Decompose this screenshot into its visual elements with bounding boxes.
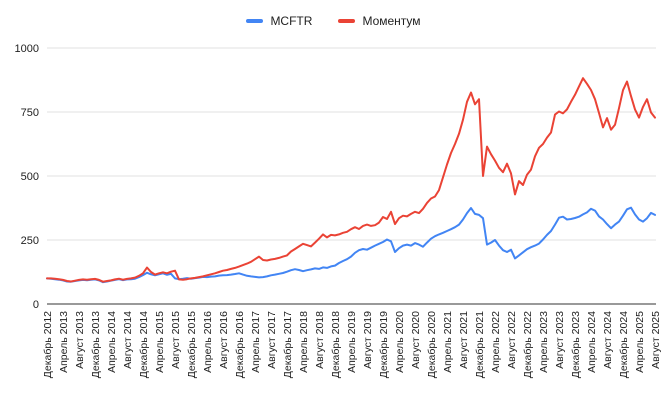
x-tick-label: Август 2024 xyxy=(602,311,614,369)
x-tick-label: Август 2023 xyxy=(554,311,566,369)
x-tick-label: Август 2018 xyxy=(314,311,326,369)
x-tick-label: Апрель 2017 xyxy=(250,311,262,373)
x-tick-label: Декабрь 2018 xyxy=(330,311,342,378)
x-tick-label: Август 2025 xyxy=(650,311,662,369)
x-tick-label: Декабрь 2013 xyxy=(90,311,102,378)
x-tick-label: Апрель 2021 xyxy=(442,311,454,373)
y-tick-label: 250 xyxy=(21,235,39,247)
x-tick-label: Апрель 2024 xyxy=(586,311,598,373)
x-tick-label: Декабрь 2021 xyxy=(474,311,486,378)
x-tick-label: Декабрь 2015 xyxy=(186,311,198,378)
x-tick-label: Август 2016 xyxy=(218,311,230,369)
x-tick-label: Апрель 2022 xyxy=(490,311,502,373)
x-tick-label: Апрель 2025 xyxy=(634,311,646,373)
y-tick-label: 1000 xyxy=(15,43,39,55)
series-line-mcftr xyxy=(46,206,656,284)
x-tick-label: Август 2013 xyxy=(74,311,86,369)
x-tick-label: Декабрь 2017 xyxy=(282,311,294,378)
x-tick-label: Август 2015 xyxy=(170,311,182,369)
x-tick-label: Декабрь 2016 xyxy=(234,311,246,378)
x-tick-label: Апрель 2020 xyxy=(394,311,406,373)
x-tick-label: Декабрь 2020 xyxy=(426,311,438,378)
x-tick-label: Август 2014 xyxy=(122,311,134,369)
x-tick-label: Декабрь 2012 xyxy=(42,311,54,378)
x-tick-label: Апрель 2014 xyxy=(106,311,118,373)
x-tick-label: Декабрь 2014 xyxy=(138,311,150,378)
x-tick-label: Декабрь 2024 xyxy=(618,311,630,378)
y-tick-label: 750 xyxy=(21,107,39,119)
y-tick-label: 0 xyxy=(33,299,39,311)
x-tick-label: Август 2021 xyxy=(458,311,470,369)
x-tick-label: Апрель 2015 xyxy=(154,311,166,373)
x-tick-label: Август 2020 xyxy=(410,311,422,369)
x-tick-label: Апрель 2023 xyxy=(538,311,550,373)
x-tick-label: Апрель 2013 xyxy=(58,311,70,373)
x-tick-label: Август 2017 xyxy=(266,311,278,369)
x-tick-label: Декабрь 2023 xyxy=(570,311,582,378)
x-tick-label: Апрель 2019 xyxy=(346,311,358,373)
series-line-momentum xyxy=(46,77,656,283)
x-tick-label: Август 2019 xyxy=(362,311,374,369)
y-tick-label: 500 xyxy=(21,171,39,183)
x-tick-label: Апрель 2016 xyxy=(202,311,214,373)
x-tick-label: Август 2022 xyxy=(506,311,518,369)
x-tick-label: Апрель 2018 xyxy=(298,311,310,373)
x-tick-label: Декабрь 2019 xyxy=(378,311,390,378)
x-tick-label: Декабрь 2022 xyxy=(522,311,534,378)
